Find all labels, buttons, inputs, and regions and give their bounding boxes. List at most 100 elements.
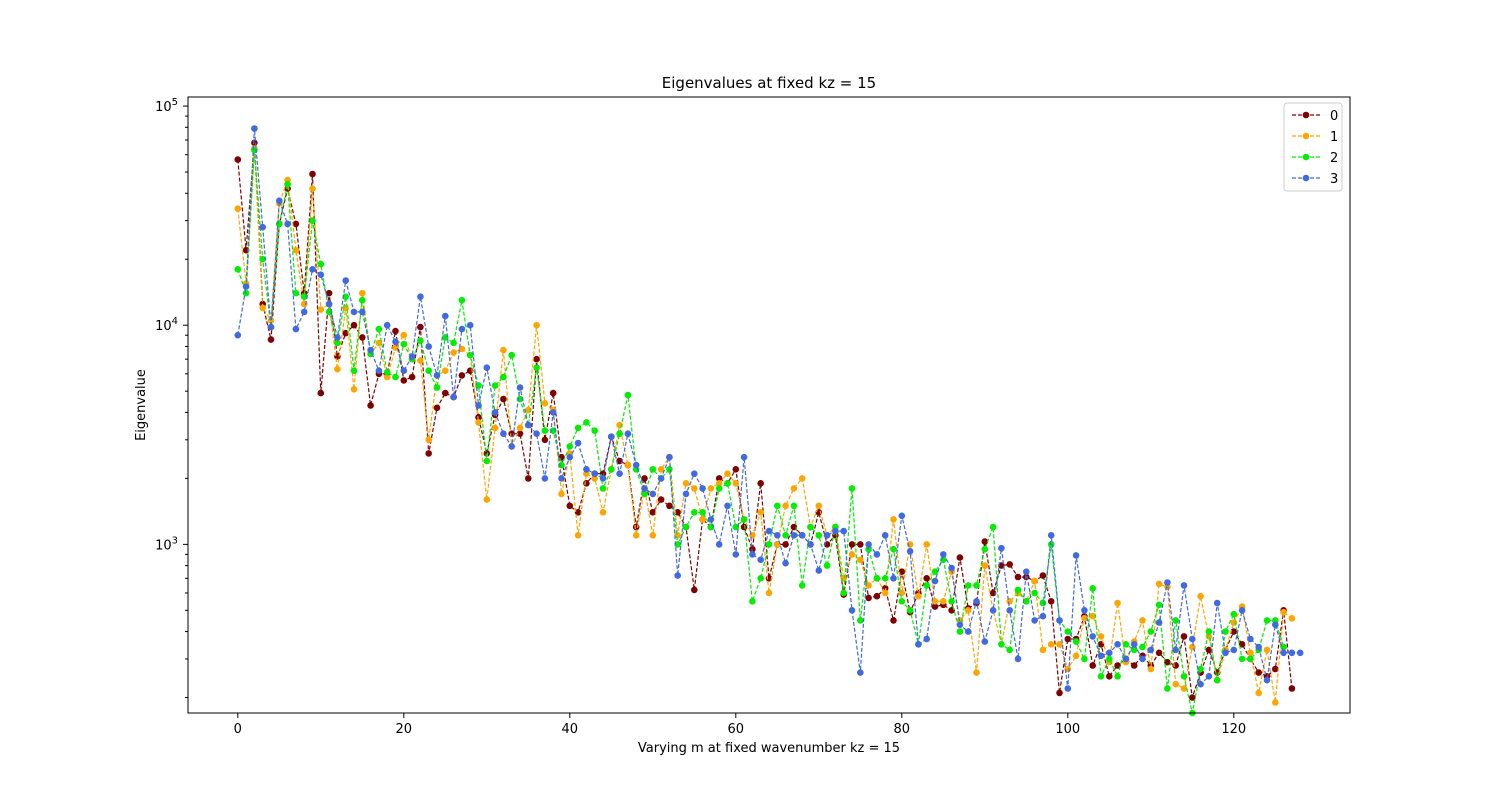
data-point [1039,572,1047,579]
data-point [1039,646,1047,654]
data-point [267,323,275,331]
data-point [981,545,989,553]
data-point [1106,655,1113,663]
data-point [541,475,549,482]
data-point [616,470,623,478]
data-point [790,532,798,539]
data-point [1106,673,1113,680]
legend-marker [1302,132,1310,140]
data-point [857,556,864,564]
data-point [1122,655,1130,663]
data-point [890,516,897,523]
data-point [458,325,466,333]
data-point [940,598,947,605]
data-point [1081,607,1088,614]
data-point [798,582,806,589]
data-point [715,485,723,492]
chart-title: Eigenvalues at fixed kz = 15 [662,74,876,92]
data-point [732,480,740,487]
data-point [1089,662,1096,669]
data-point [898,512,906,520]
data-point [898,598,906,605]
data-point [624,391,632,399]
data-point [1081,615,1088,622]
legend-entry-2: 2 [1292,151,1338,166]
data-point [466,351,474,359]
data-point [624,430,632,438]
legend: 0 1 2 3 [1283,102,1343,192]
data-point [516,430,524,438]
data-point [956,628,964,635]
data-point [541,400,549,407]
data-point [1114,673,1121,680]
data-point [1031,589,1038,597]
data-point [525,406,532,414]
data-point [915,592,922,600]
data-point [666,453,673,461]
data-point [1155,580,1163,588]
data-point [450,393,457,401]
data-point [1238,607,1246,614]
data-point [1006,607,1013,614]
data-point [1097,673,1105,680]
data-point [691,470,698,478]
x-tick-label: 0 [234,722,242,737]
legend-marker [1302,111,1310,119]
data-point [392,338,399,346]
data-point [359,289,366,297]
data-point [616,430,623,438]
data-point [242,283,250,290]
data-point [815,567,823,574]
data-point [873,551,881,558]
data-point [1047,532,1055,539]
series-layer [234,125,1304,717]
data-point [325,289,333,297]
data-point [342,277,350,284]
data-point [749,598,756,605]
data-point [408,353,416,360]
data-point [616,457,623,465]
data-point [715,480,723,487]
data-point [475,414,482,421]
data-point [417,337,424,345]
x-tick-label: 120 [1221,722,1246,737]
data-point [724,502,731,510]
data-point [757,509,764,516]
data-point [433,404,441,412]
data-point [857,669,864,676]
data-point [309,170,316,178]
data-point [359,296,366,304]
x-tick-label: 60 [728,722,745,737]
data-point [865,594,872,602]
data-point [417,357,424,364]
data-point [931,598,939,605]
legend-box [1283,102,1343,192]
data-point [923,635,930,643]
data-point [765,589,773,597]
data-point [1064,635,1072,643]
data-point [707,485,715,492]
data-point [707,516,715,523]
data-point [1089,585,1096,592]
data-point [757,556,764,564]
data-point [574,424,582,432]
data-point [425,450,433,457]
data-point [906,607,914,614]
data-point [691,586,698,594]
y-axis-title: Eigenvalue [134,369,149,441]
data-point [1072,652,1080,660]
data-point [1014,586,1022,594]
data-point [425,436,433,444]
data-point [906,548,914,555]
data-point [267,336,275,343]
data-point [574,532,582,539]
data-point [724,480,731,487]
data-point [1230,628,1238,635]
legend-label: 0 [1330,109,1338,124]
data-point [973,598,980,605]
data-point [1180,673,1188,680]
data-point [848,607,856,614]
data-point [1164,685,1171,692]
